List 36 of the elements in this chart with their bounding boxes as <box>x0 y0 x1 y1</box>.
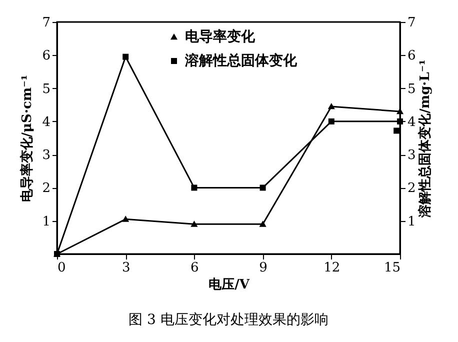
x-tick-label: 6 <box>190 260 199 276</box>
point <box>394 128 400 134</box>
point <box>259 220 266 227</box>
point <box>328 118 334 124</box>
y-axis-title: 电导率变化/μS·cm⁻¹ <box>19 74 36 202</box>
point <box>122 54 129 60</box>
y-tick-label: 4 <box>42 114 50 130</box>
caption: 图 3 电压变化对处理效果的影响 <box>128 312 328 328</box>
x-tick-label: 12 <box>324 260 340 276</box>
x-tick-label: 15 <box>384 260 400 276</box>
y2-tick-label: 5 <box>408 82 416 97</box>
x-tick-label: 9 <box>259 260 268 276</box>
point <box>190 220 198 227</box>
y-tick-label: 6 <box>42 48 50 64</box>
y-tick-label: 3 <box>42 148 50 164</box>
point <box>260 184 266 191</box>
x-axis-title: 电压/V <box>208 278 250 292</box>
y2-tick-label: 6 <box>408 48 416 64</box>
y-tick-label: 1 <box>42 214 50 230</box>
x-tick-label: 3 <box>122 260 130 276</box>
y2-tick-label: 4 <box>408 114 416 130</box>
point <box>122 216 130 222</box>
y-tick-label: 2 <box>42 181 50 196</box>
y2-tick-label: 7 <box>408 16 416 30</box>
legend-label: 溶解性总固体变化 <box>184 52 298 69</box>
y-tick-label: 5 <box>42 82 50 97</box>
y-tick-label: 7 <box>42 16 50 30</box>
legend-label: 电导率变化 <box>185 28 256 45</box>
point <box>191 184 198 191</box>
y2-tick-label: 3 <box>408 148 416 164</box>
x-tick-label: 0 <box>58 260 66 276</box>
y2-axis-title: 溶解性总固体变化/mg·L⁻¹ <box>416 60 433 218</box>
point <box>396 118 404 124</box>
y2-tick-label: 2 <box>408 181 416 196</box>
y2-tick-label: 1 <box>408 214 416 230</box>
point <box>328 102 335 110</box>
